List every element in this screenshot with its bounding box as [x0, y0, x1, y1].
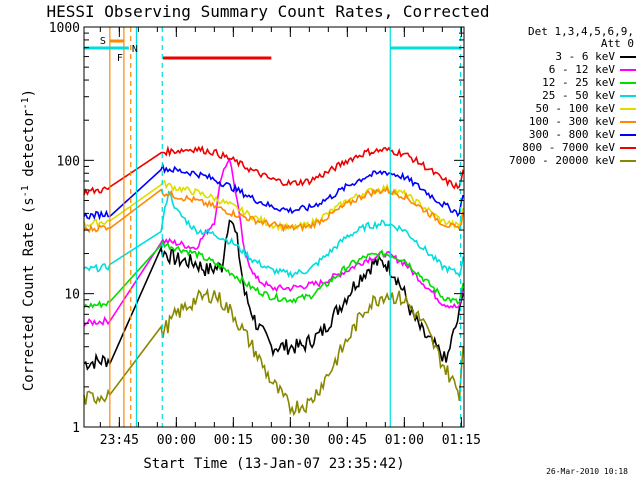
legend-entry: 25 - 50 keV: [470, 89, 636, 102]
legend-entry: 6 - 12 keV: [470, 63, 636, 76]
legend-entry: 3 - 6 keV: [470, 50, 636, 63]
y-axis-label: Corrected Count Rate (s-1 detector-1): [20, 89, 38, 391]
plot-area: SFN 1 10 100 1000 23:45 00:00 00:15 00:30 00:45 01…: [49, 21, 481, 448]
legend-entry: 12 - 25 keV: [470, 76, 636, 89]
legend-swatch: [620, 120, 636, 123]
series-line-6-12-kev: [83, 157, 464, 327]
x-tick-label: 01:15: [442, 433, 481, 448]
series-line-100-300-kev: [83, 185, 464, 234]
legend-entry: 7000 - 20000 keV: [470, 154, 636, 167]
legend-entry: 800 - 7000 keV: [470, 141, 636, 154]
x-tick-label: 23:45: [100, 433, 139, 448]
flare-flag-label: F: [117, 53, 123, 64]
legend-label: 50 - 100 keV: [535, 102, 615, 115]
series-line-7000-20000-kev: [83, 287, 464, 417]
legend-label: 25 - 50 keV: [542, 89, 615, 102]
x-tick-label: 00:15: [214, 433, 253, 448]
legend-swatch: [620, 107, 636, 110]
x-tick-label: 00:30: [271, 433, 310, 448]
series-line-25-50-kev: [83, 190, 464, 279]
legend-label: 7000 - 20000 keV: [509, 154, 615, 167]
legend-swatch: [620, 146, 636, 149]
legend-swatch: [620, 68, 636, 71]
x-tick-label: 01:00: [385, 433, 424, 448]
y-tick-label: 1: [72, 421, 80, 436]
series-line-800-7000-kev: [83, 144, 464, 196]
legend-entry: 300 - 800 keV: [470, 128, 636, 141]
legend-swatch: [620, 81, 636, 84]
legend-label: 800 - 7000 keV: [522, 141, 615, 154]
saa-flag-label: S: [100, 36, 106, 47]
plot-frame: [83, 26, 465, 428]
legend-label: 100 - 300 keV: [528, 115, 615, 128]
legend-label: 6 - 12 keV: [548, 63, 615, 76]
x-tick-label: 00:45: [328, 433, 367, 448]
legend-label: 3 - 6 keV: [555, 50, 615, 63]
legend-swatch: [620, 94, 636, 97]
series-line-50-100-kev: [83, 179, 464, 232]
y-tick-label: 10: [64, 288, 80, 303]
legend: Det 1,3,4,5,6,9, Att 0 3 - 6 keV 6 - 12 k…: [470, 26, 636, 167]
chart-title: HESSI Observing Summary Count Rates, Cor…: [46, 2, 489, 21]
legend-swatch: [620, 55, 636, 58]
legend-label: 12 - 25 keV: [542, 76, 615, 89]
legend-swatch: [620, 133, 636, 136]
legend-title-2: Att 0: [600, 37, 634, 50]
night-flag-label: N: [132, 44, 138, 55]
legend-title-1: Det 1,3,4,5,6,9,: [528, 25, 634, 38]
legend-entries: 3 - 6 keV 6 - 12 keV 12 - 25 keV 25 - 50 ke…: [470, 50, 636, 167]
legend-label: 300 - 800 keV: [528, 128, 615, 141]
x-axis-label: Start Time (13-Jan-07 23:35:42): [143, 456, 404, 472]
x-tick-label: 00:00: [157, 433, 196, 448]
legend-entry: 50 - 100 keV: [470, 102, 636, 115]
y-tick-label: 1000: [49, 21, 80, 36]
timestamp: 26-Mar-2010 10:18: [546, 467, 628, 476]
series-line-300-800-kev: [83, 162, 464, 221]
y-tick-label: 100: [57, 154, 80, 169]
series-line-12-25-kev: [83, 240, 464, 309]
legend-entry: 100 - 300 keV: [470, 115, 636, 128]
legend-swatch: [620, 159, 636, 162]
